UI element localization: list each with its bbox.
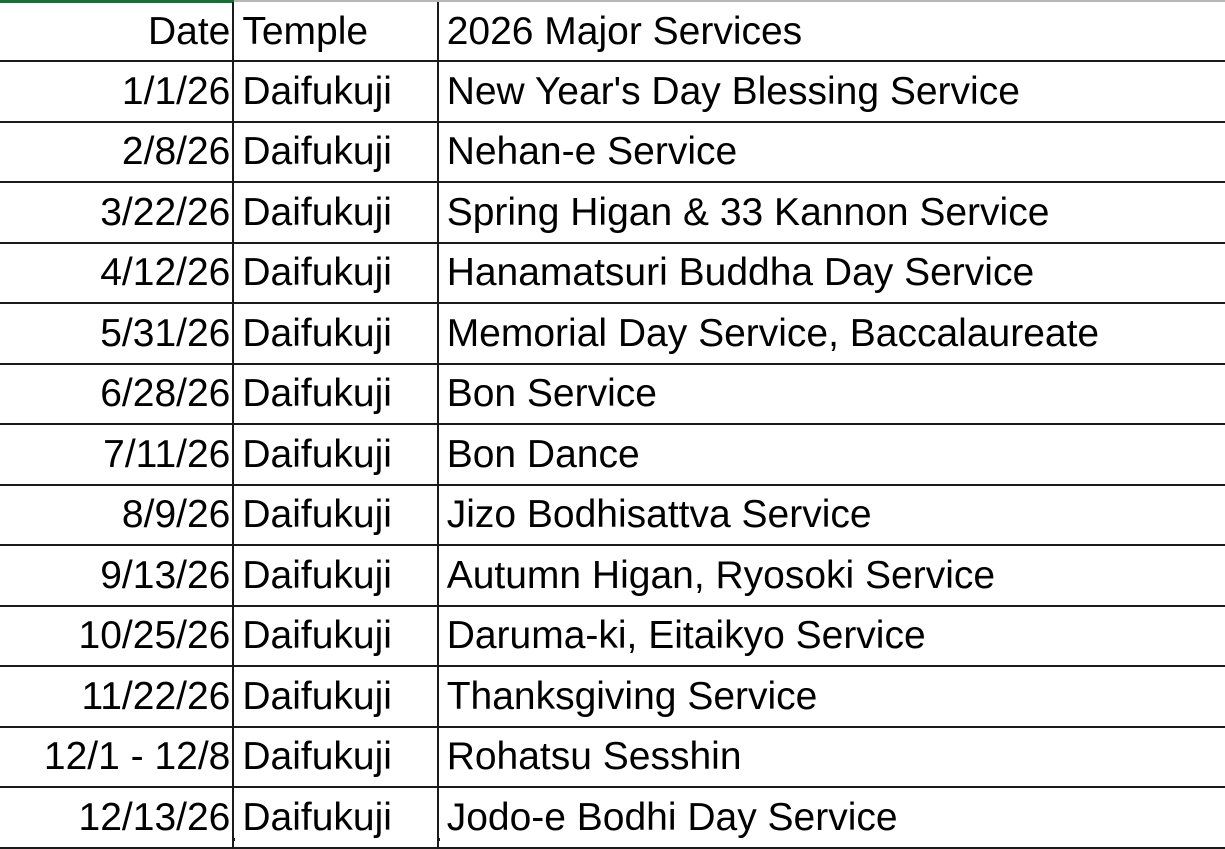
- date-cell[interactable]: 11/22/26: [0, 666, 235, 728]
- temple-cell[interactable]: Daifukuji: [233, 182, 439, 244]
- date-cell[interactable]: 4/12/26: [0, 242, 235, 304]
- table-row: 6/28/26 Daifukuji Bon Service: [0, 363, 1225, 425]
- table-row: 11/22/26 Daifukuji Thanksgiving Service: [0, 666, 1225, 728]
- service-cell[interactable]: Rohatsu Sesshin: [437, 726, 1225, 788]
- service-cell[interactable]: Thanksgiving Service: [437, 666, 1225, 728]
- date-cell[interactable]: 9/13/26: [0, 545, 235, 607]
- header-date[interactable]: Date: [0, 2, 235, 62]
- service-cell[interactable]: Jodo-e Bodhi Day Service: [437, 787, 1225, 849]
- date-cell[interactable]: 6/28/26: [0, 363, 235, 425]
- column-divider: [233, 838, 235, 841]
- service-cell[interactable]: Autumn Higan, Ryosoki Service: [437, 545, 1225, 607]
- temple-cell[interactable]: Daifukuji: [233, 605, 439, 667]
- table-row: 7/11/26 Daifukuji Bon Dance: [0, 424, 1225, 486]
- service-cell[interactable]: Hanamatsuri Buddha Day Service: [437, 242, 1225, 304]
- date-cell[interactable]: 12/13/26: [0, 787, 235, 849]
- header-temple[interactable]: Temple: [233, 2, 439, 62]
- service-cell[interactable]: Memorial Day Service, Baccalaureate: [437, 303, 1225, 365]
- selected-cell-top-border: [0, 0, 234, 3]
- date-cell[interactable]: 12/1 - 12/8: [0, 726, 235, 788]
- date-cell[interactable]: 8/9/26: [0, 484, 235, 546]
- temple-cell[interactable]: Daifukuji: [233, 121, 439, 183]
- temple-cell[interactable]: Daifukuji: [233, 666, 439, 728]
- temple-cell[interactable]: Daifukuji: [233, 363, 439, 425]
- temple-cell[interactable]: Daifukuji: [233, 484, 439, 546]
- service-cell[interactable]: Bon Service: [437, 363, 1225, 425]
- table-row: 4/12/26 Daifukuji Hanamatsuri Buddha Day S…: [0, 242, 1225, 304]
- table-row: 5/31/26 Daifukuji Memorial Day Service, Ba…: [0, 303, 1225, 365]
- table-row: 1/1/26 Daifukuji New Year's Day Blessing S…: [0, 61, 1225, 123]
- table-row: 12/1 - 12/8 Daifukuji Rohatsu Sesshin: [0, 726, 1225, 788]
- table-row: 3/22/26 Daifukuji Spring Higan & 33 Kannon…: [0, 182, 1225, 244]
- temple-cell[interactable]: Daifukuji: [233, 545, 439, 607]
- table-row: 12/13/26 Daifukuji Jodo-e Bodhi Day Servic…: [0, 787, 1225, 849]
- temple-cell[interactable]: Daifukuji: [233, 61, 439, 123]
- temple-cell[interactable]: Daifukuji: [233, 726, 439, 788]
- table-row: 10/25/26 Daifukuji Daruma-ki, Eitaikyo Ser…: [0, 605, 1225, 667]
- date-cell[interactable]: 5/31/26: [0, 303, 235, 365]
- column-divider: [438, 838, 440, 841]
- table-row: 8/9/26 Daifukuji Jizo Bodhisattva Service: [0, 484, 1225, 546]
- temple-cell[interactable]: Daifukuji: [233, 242, 439, 304]
- header-row: Date Temple 2026 Major Services: [0, 2, 1225, 62]
- temple-cell[interactable]: Daifukuji: [233, 424, 439, 486]
- date-cell[interactable]: 10/25/26: [0, 605, 235, 667]
- temple-cell[interactable]: Daifukuji: [233, 303, 439, 365]
- date-cell[interactable]: 3/22/26: [0, 182, 235, 244]
- date-cell[interactable]: 7/11/26: [0, 424, 235, 486]
- service-cell[interactable]: Daruma-ki, Eitaikyo Service: [437, 605, 1225, 667]
- table-row: 9/13/26 Daifukuji Autumn Higan, Ryosoki Se…: [0, 545, 1225, 607]
- service-cell[interactable]: Nehan-e Service: [437, 121, 1225, 183]
- date-cell[interactable]: 2/8/26: [0, 121, 235, 183]
- temple-cell[interactable]: Daifukuji: [233, 787, 439, 849]
- table-row: 2/8/26 Daifukuji Nehan-e Service: [0, 121, 1225, 183]
- service-cell[interactable]: Jizo Bodhisattva Service: [437, 484, 1225, 546]
- service-cell[interactable]: Bon Dance: [437, 424, 1225, 486]
- top-border: [234, 0, 1225, 2]
- service-cell[interactable]: New Year's Day Blessing Service: [437, 61, 1225, 123]
- date-cell[interactable]: 1/1/26: [0, 61, 235, 123]
- service-cell[interactable]: Spring Higan & 33 Kannon Service: [437, 182, 1225, 244]
- header-services[interactable]: 2026 Major Services: [437, 2, 1225, 62]
